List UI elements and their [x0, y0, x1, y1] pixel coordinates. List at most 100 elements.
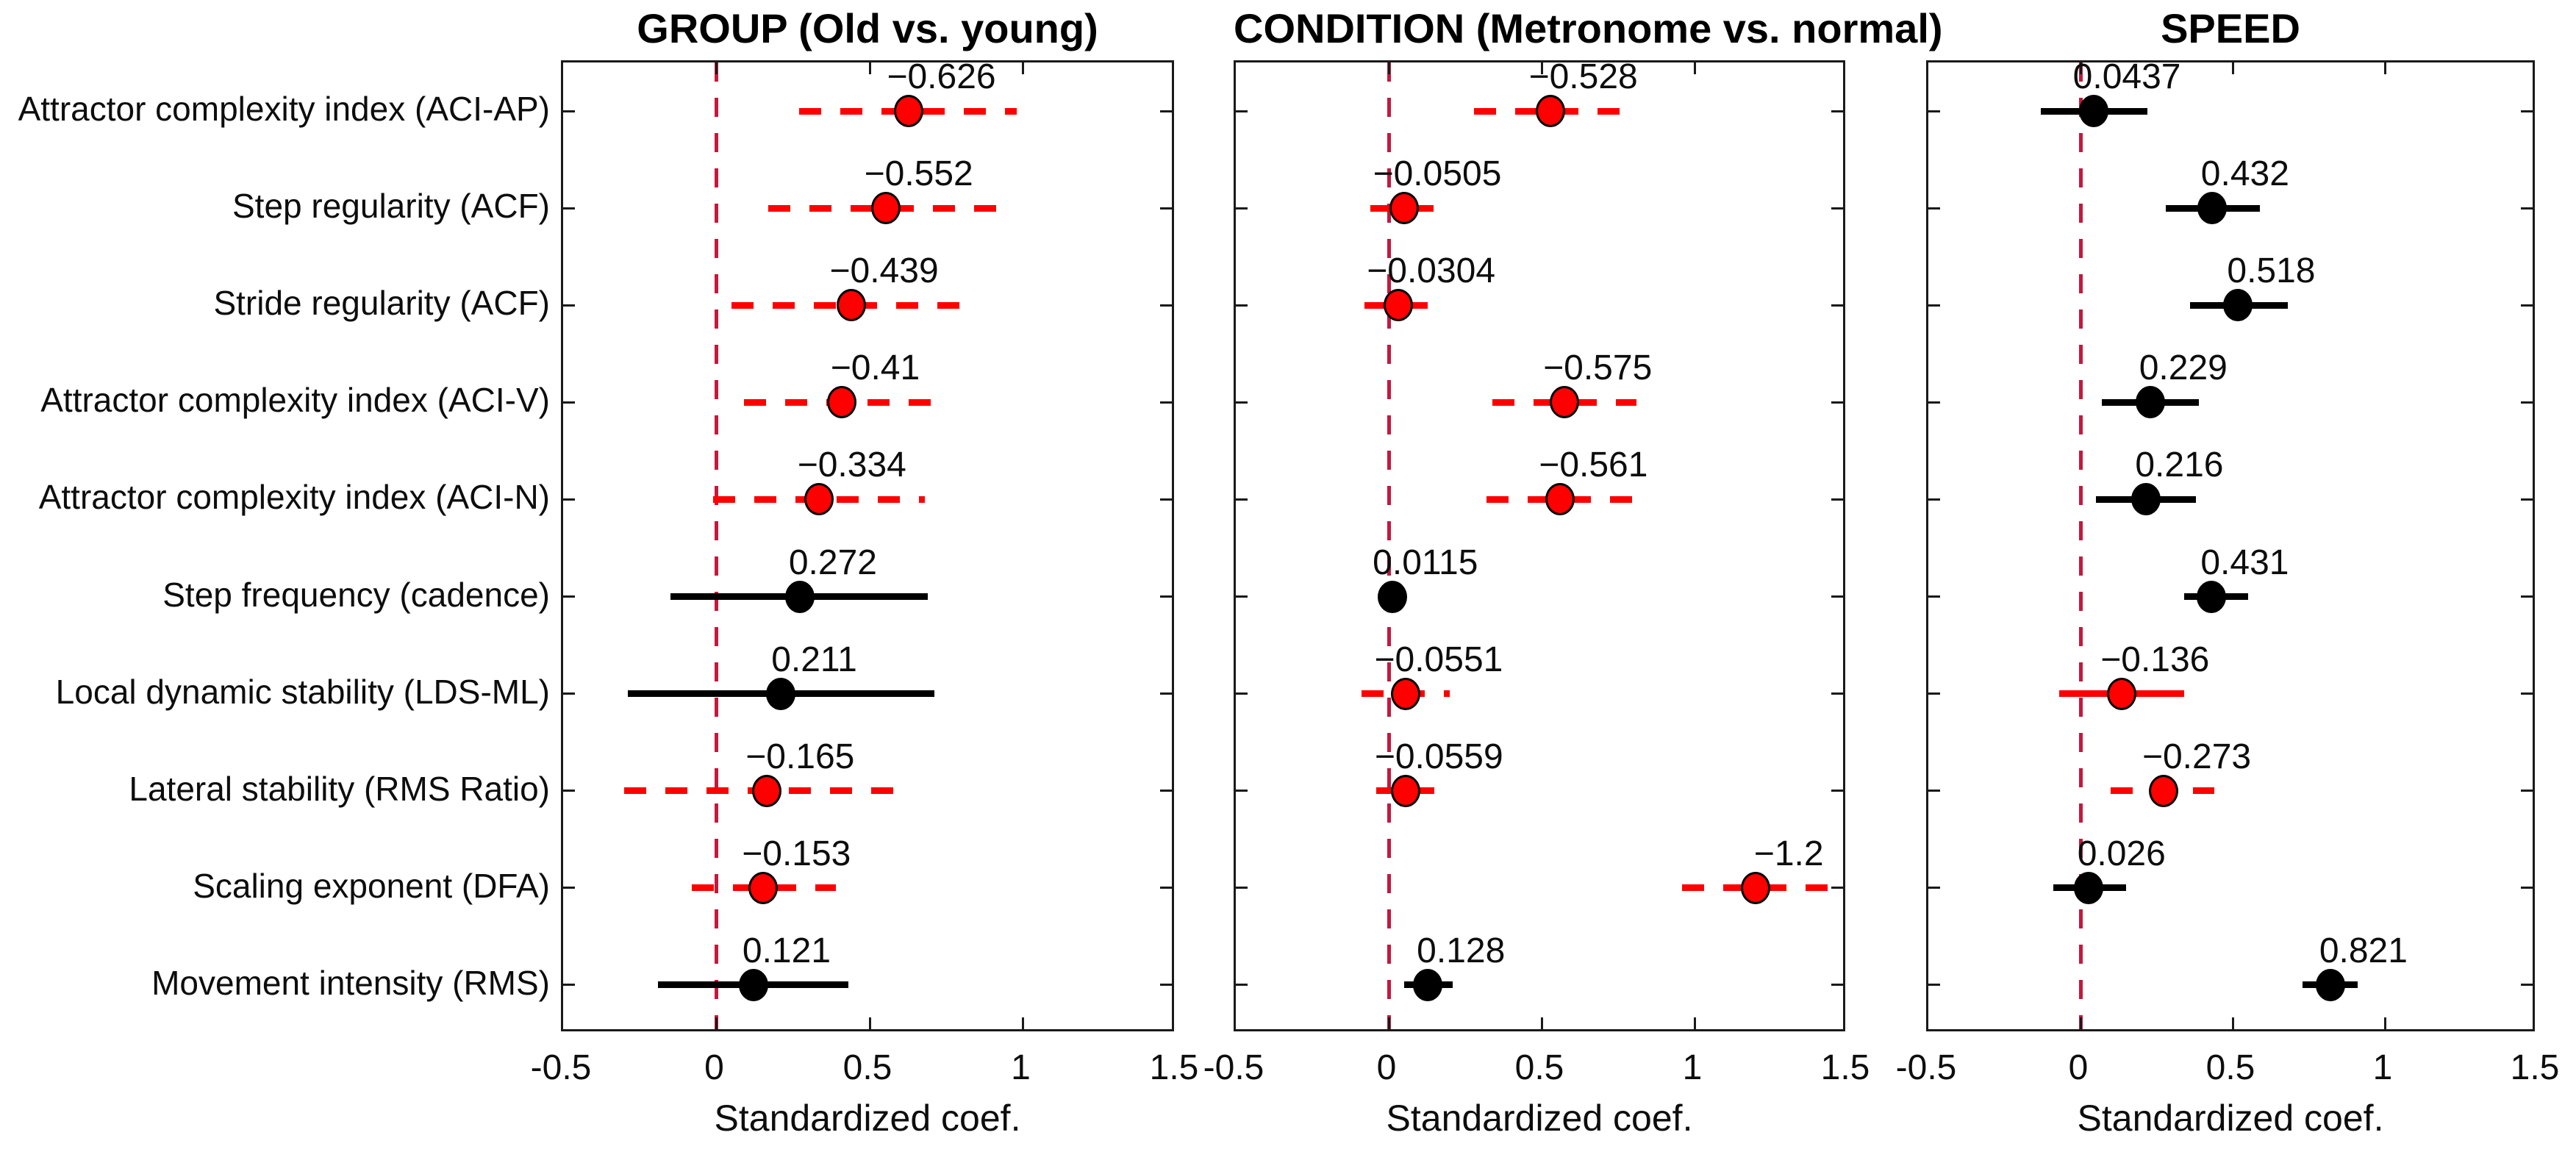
y-tick-left: [1928, 692, 1940, 695]
value-label: −0.334: [797, 445, 906, 485]
x-tick-bottom: [1693, 1017, 1696, 1029]
x-tick-bottom: [2079, 1017, 2082, 1029]
y-tick-right: [1160, 498, 1172, 501]
value-label: −0.165: [745, 737, 855, 776]
data-point-marker: [1550, 386, 1580, 419]
y-tick-left: [563, 401, 575, 404]
value-label: 0.0115: [1373, 543, 1478, 582]
y-tick-left: [1928, 984, 1940, 987]
y-tick-left: [563, 887, 575, 890]
y-tick-left: [1236, 401, 1248, 404]
y-tick-right: [1160, 304, 1172, 307]
value-label: 0.0437: [2072, 57, 2181, 97]
y-tick-right: [1831, 887, 1843, 890]
data-point-marker: [1413, 968, 1443, 1001]
y-tick-right: [2521, 984, 2533, 987]
data-point-marker: [2149, 774, 2179, 807]
x-tick-top: [1387, 62, 1390, 74]
x-axis-title: Standardized coef.: [1386, 1098, 1693, 1139]
panel-plot-area: −0.528 −0.0505 −0.0304 −0.575 −0.561 0.0115 −0…: [1234, 58, 1845, 1031]
data-point-marker: [752, 774, 782, 807]
y-tick-left: [1236, 692, 1248, 695]
x-tick-bottom: [1540, 1017, 1543, 1029]
y-tick-right: [1160, 595, 1172, 598]
panel-plot-area: 0.0437 0.432 0.518 0.229 0.216 0.431 −0.136 −0.…: [1926, 57, 2535, 1031]
value-label: 0.821: [2319, 931, 2408, 970]
value-label: −0.136: [2100, 640, 2210, 679]
y-tick-left: [563, 207, 575, 210]
y-tick-left: [563, 692, 575, 695]
x-tick-label: -0.5: [530, 1048, 592, 1087]
panel-title: GROUP (Old vs. young): [637, 5, 1098, 51]
y-tick-right: [2521, 401, 2533, 404]
y-tick-left: [1236, 304, 1248, 307]
data-point-marker: [893, 95, 923, 128]
x-tick-top: [1693, 62, 1696, 74]
x-tick-label: 0.5: [2205, 1048, 2255, 1087]
y-tick-right: [1831, 110, 1843, 112]
y-tick-left: [1928, 595, 1940, 598]
y-axis-label: Stride regularity (ACF): [213, 284, 550, 323]
data-point-marker: [1390, 677, 1420, 710]
y-axis-label: Attractor complexity index (ACI-AP): [18, 90, 550, 129]
x-axis-title: Standardized coef.: [2077, 1098, 2384, 1139]
y-tick-left: [563, 790, 575, 792]
y-tick-right: [2521, 207, 2533, 210]
x-tick-bottom: [715, 1017, 718, 1029]
y-tick-right: [1160, 110, 1172, 112]
x-tick-label: 1.5: [2510, 1048, 2560, 1087]
y-axis-label: Attractor complexity index (ACI-N): [38, 478, 550, 517]
data-point-marker: [2131, 483, 2161, 516]
y-tick-right: [1831, 498, 1843, 501]
data-point-marker: [2197, 192, 2227, 225]
data-point-marker: [784, 580, 815, 613]
x-tick-label: 1: [2372, 1048, 2393, 1087]
y-tick-right: [2521, 692, 2533, 695]
y-tick-right: [2521, 887, 2533, 890]
x-tick-top: [868, 62, 871, 74]
x-tick-top: [1022, 62, 1024, 74]
data-point-marker: [1389, 192, 1419, 225]
data-point-marker: [1545, 483, 1575, 516]
x-tick-top: [2079, 62, 2082, 74]
y-tick-left: [1928, 498, 1940, 501]
y-tick-left: [1928, 304, 1940, 307]
y-tick-right: [2521, 790, 2533, 792]
x-tick-bottom: [1022, 1017, 1024, 1029]
zero-reference-line: [2078, 62, 2083, 1029]
y-tick-left: [1236, 595, 1248, 598]
y-axis-label: Local dynamic stability (LDS-ML): [55, 672, 550, 711]
y-tick-right: [1831, 692, 1843, 695]
x-tick-top: [2383, 62, 2386, 74]
y-tick-right: [1160, 692, 1172, 695]
y-tick-left: [1928, 401, 1940, 404]
data-point-marker: [2315, 968, 2345, 1001]
x-tick-bottom: [2383, 1017, 2386, 1029]
data-point-marker: [1535, 95, 1565, 128]
x-axis-title: Standardized coef.: [714, 1098, 1021, 1139]
data-point-marker: [738, 968, 768, 1001]
y-axis-label: Attractor complexity index (ACI-V): [40, 381, 550, 420]
x-tick-label: 0.5: [842, 1048, 892, 1087]
x-tick-label: 1: [1682, 1048, 1703, 1087]
x-tick-label: 1: [1011, 1048, 1031, 1087]
value-label: 0.432: [2200, 154, 2289, 194]
y-tick-left: [1928, 887, 1940, 890]
value-label: −0.0559: [1374, 737, 1503, 776]
y-tick-right: [1831, 595, 1843, 598]
data-point-marker: [2079, 95, 2109, 128]
y-axis-label: Scaling exponent (DFA): [193, 866, 550, 905]
y-tick-right: [1160, 984, 1172, 987]
panel-title: SPEED: [2161, 5, 2300, 51]
value-label: 0.518: [2227, 251, 2316, 291]
data-point-marker: [2135, 386, 2165, 419]
data-point-marker: [748, 871, 779, 904]
y-tick-right: [2521, 498, 2533, 501]
y-axis-label: Movement intensity (RMS): [151, 963, 550, 1002]
y-tick-right: [1160, 401, 1172, 404]
y-tick-left: [563, 498, 575, 501]
value-label: −0.41: [830, 348, 920, 388]
value-label: −0.0304: [1367, 251, 1496, 291]
value-label: 0.026: [2077, 834, 2166, 873]
